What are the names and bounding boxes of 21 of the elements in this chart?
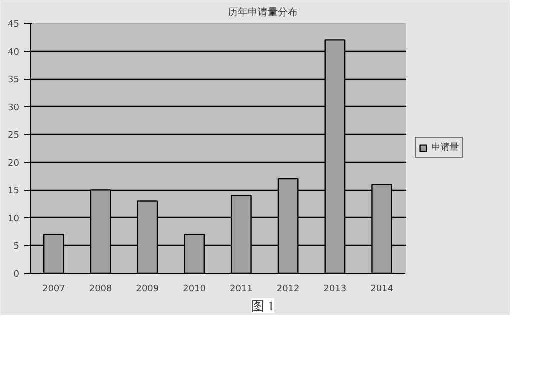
- y-tick-label: 25: [8, 131, 20, 142]
- y-tick-label: 20: [8, 158, 20, 169]
- x-tick-label: 2014: [370, 284, 394, 294]
- y-tick-label: 0: [14, 270, 20, 280]
- caption: 图 1: [252, 298, 274, 314]
- x-tick-label: 2008: [89, 284, 113, 294]
- x-tick-label: 2010: [183, 284, 206, 294]
- x-tick-label: 2013: [324, 284, 347, 294]
- y-tick-label: 5: [14, 242, 20, 252]
- y-tick-label: 15: [8, 186, 20, 197]
- x-tick-label: 2011: [230, 284, 253, 294]
- y-tick-label: 30: [8, 103, 20, 114]
- x-tick-label: 2009: [136, 284, 160, 294]
- x-tick-label: 2007: [42, 284, 66, 294]
- y-tick-label: 35: [8, 76, 20, 86]
- legend-label: 申请量: [432, 142, 459, 154]
- y-tick-label: 40: [8, 48, 20, 58]
- y-tick-label: 10: [8, 214, 20, 224]
- y-tick-label: 45: [8, 20, 20, 30]
- x-tick-label: 2012: [276, 284, 300, 294]
- chart-title: 历年申请量分布: [228, 6, 298, 18]
